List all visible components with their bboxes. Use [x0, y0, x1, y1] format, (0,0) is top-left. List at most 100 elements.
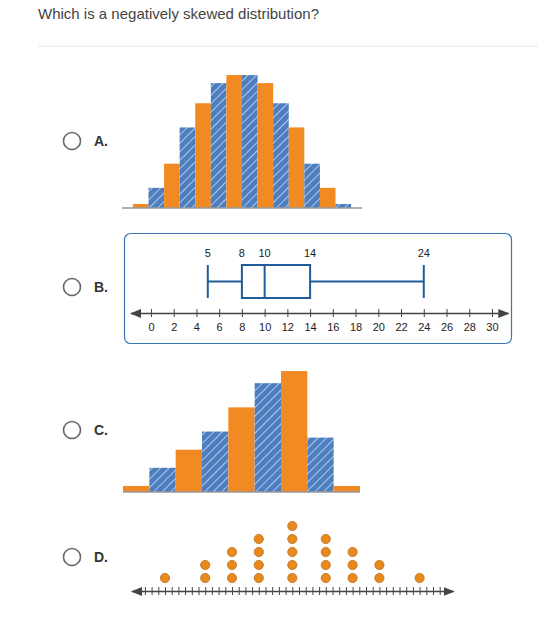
histogram-bar [281, 371, 307, 492]
dot [227, 547, 236, 556]
tick-mark [386, 587, 387, 595]
histogram-bar [307, 438, 333, 492]
x-axis: 024681012141618202224262830 [131, 309, 508, 333]
tick-label: 26 [441, 321, 453, 333]
tick [225, 587, 226, 595]
tick-mark [413, 587, 414, 595]
histogram-bar [320, 188, 336, 208]
dot [227, 560, 236, 569]
box-plot [208, 265, 424, 298]
tick-mark [447, 309, 448, 317]
tick [252, 587, 253, 595]
tick-mark [252, 587, 253, 595]
dot [288, 560, 297, 569]
histogram-bar [148, 188, 164, 208]
tick-mark [272, 587, 273, 595]
option-label[interactable]: A. [94, 133, 108, 149]
tick-label: 2 [171, 321, 177, 333]
tick-mark [242, 309, 243, 317]
tick [245, 587, 246, 595]
tick-mark [469, 309, 470, 317]
radio-button[interactable] [64, 549, 81, 566]
histogram-bar [176, 450, 202, 492]
tick [353, 587, 354, 595]
tick-mark [339, 587, 340, 595]
tick [319, 587, 320, 595]
histogram-bar [304, 164, 320, 208]
axis-line [131, 313, 508, 314]
histogram-bar [258, 83, 274, 208]
tick [199, 587, 200, 595]
dot [288, 534, 297, 543]
tick-label: 24 [418, 321, 430, 333]
tick-mark [165, 587, 166, 595]
whisker [208, 281, 242, 283]
whisker [310, 281, 424, 283]
radio-button[interactable] [64, 422, 81, 439]
tick [172, 587, 173, 595]
tick [379, 587, 380, 595]
tick-mark [174, 309, 175, 317]
tick-mark [219, 587, 220, 595]
tick [312, 587, 313, 595]
tick [440, 587, 441, 595]
tick [185, 587, 186, 595]
option-label[interactable]: D. [94, 549, 108, 565]
option-frame[interactable] [125, 234, 512, 344]
tick-mark [225, 587, 226, 595]
dot [321, 534, 330, 543]
tick-mark [299, 587, 300, 595]
tick [286, 587, 287, 595]
tick: 20 [373, 309, 385, 333]
data-label: 10 [259, 247, 271, 259]
histogram-bar [123, 486, 149, 492]
data-label: 8 [239, 247, 245, 259]
tick [359, 587, 360, 595]
tick [339, 587, 340, 595]
tick [333, 587, 334, 595]
histogram-bar [242, 75, 258, 208]
dot [254, 573, 263, 582]
tick-mark [346, 587, 347, 595]
tick [420, 587, 421, 595]
tick-mark [158, 587, 159, 595]
tick [165, 587, 166, 595]
tick: 26 [441, 309, 453, 333]
dot [415, 573, 424, 582]
tick [386, 587, 387, 595]
tick [232, 587, 233, 595]
tick-mark [239, 587, 240, 595]
tick: 6 [217, 309, 223, 333]
dot [201, 573, 210, 582]
dot [348, 547, 357, 556]
dot [375, 560, 384, 569]
tick-mark [292, 587, 293, 595]
tick-label: 18 [350, 321, 362, 333]
option-label[interactable]: B. [94, 279, 108, 295]
tick-label: 28 [464, 321, 476, 333]
tick-mark [266, 587, 267, 595]
tick-mark [286, 587, 287, 595]
tick [272, 587, 273, 595]
histogram-bar [180, 127, 196, 208]
radio-button[interactable] [64, 133, 81, 150]
histogram-bar [202, 432, 228, 492]
tick-mark [245, 587, 246, 595]
tick [178, 587, 179, 595]
dot [321, 547, 330, 556]
tick [292, 587, 293, 595]
tick-label: 16 [327, 321, 339, 333]
tick-mark [196, 309, 197, 317]
option-label[interactable]: C. [94, 422, 108, 438]
tick-mark [492, 309, 493, 317]
dot [348, 560, 357, 569]
tick: 24 [418, 309, 430, 333]
tick [326, 587, 327, 595]
tick-mark [440, 587, 441, 595]
tick: 10 [259, 309, 271, 333]
histogram-bar [255, 383, 281, 492]
radio-button[interactable] [64, 279, 81, 296]
median [264, 265, 266, 298]
tick-label: 0 [148, 321, 154, 333]
histogram-bar [195, 103, 211, 208]
